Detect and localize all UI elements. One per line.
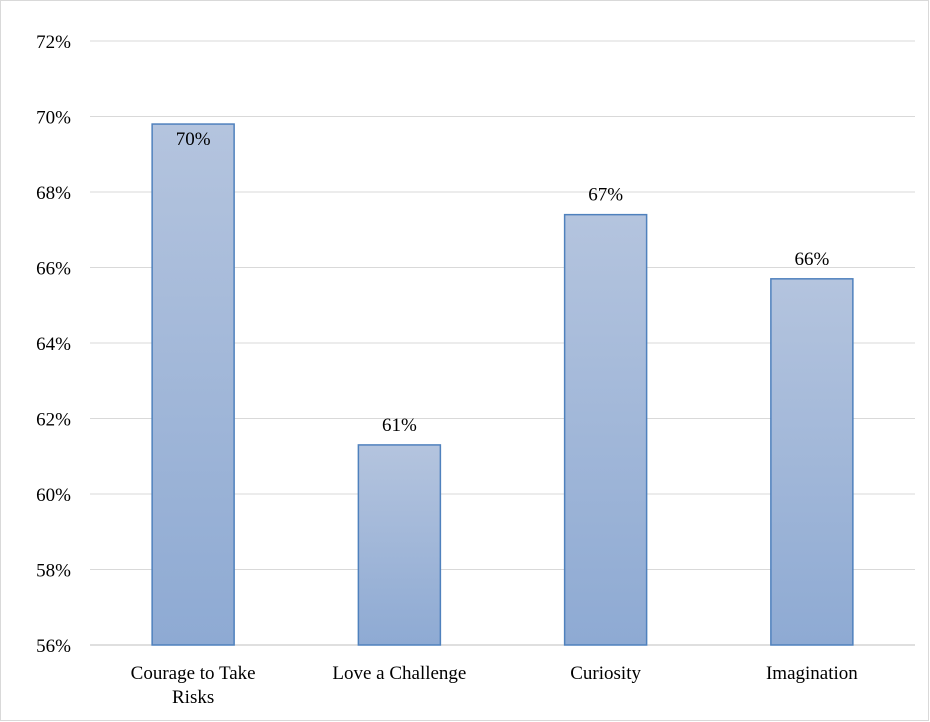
bar bbox=[770, 278, 854, 646]
data-label: 66% bbox=[794, 249, 829, 270]
x-category-label: Curiosity bbox=[570, 663, 641, 684]
y-axis-tick-labels: 56% 58% 60% 62% 64% 66% 68% 70% 72% bbox=[36, 32, 71, 657]
data-label: 70% bbox=[176, 129, 211, 150]
bar bbox=[563, 213, 648, 646]
data-labels: 70% 61% 67% 66% bbox=[176, 129, 830, 436]
y-tick-label: 70% bbox=[36, 108, 71, 129]
bar bbox=[357, 444, 442, 646]
y-tick-label: 58% bbox=[36, 561, 71, 582]
y-tick-label: 68% bbox=[36, 183, 71, 204]
y-tick-label: 62% bbox=[36, 410, 71, 431]
x-category-label: Courage to Take bbox=[131, 663, 256, 684]
y-tick-label: 66% bbox=[36, 259, 71, 280]
y-tick-label: 60% bbox=[36, 485, 71, 506]
x-category-label: Risks bbox=[172, 687, 214, 708]
y-tick-label: 64% bbox=[36, 334, 71, 355]
y-tick-label: 56% bbox=[36, 636, 71, 657]
x-axis-category-labels: Courage to Take Risks Love a Challenge Curi… bbox=[131, 663, 859, 708]
x-category-label: Imagination bbox=[766, 663, 858, 684]
data-label: 61% bbox=[382, 415, 417, 436]
y-tick-label: 72% bbox=[36, 32, 71, 53]
data-label: 67% bbox=[588, 185, 623, 206]
bars bbox=[151, 123, 854, 646]
x-category-label: Love a Challenge bbox=[332, 663, 466, 684]
bar bbox=[151, 123, 235, 646]
